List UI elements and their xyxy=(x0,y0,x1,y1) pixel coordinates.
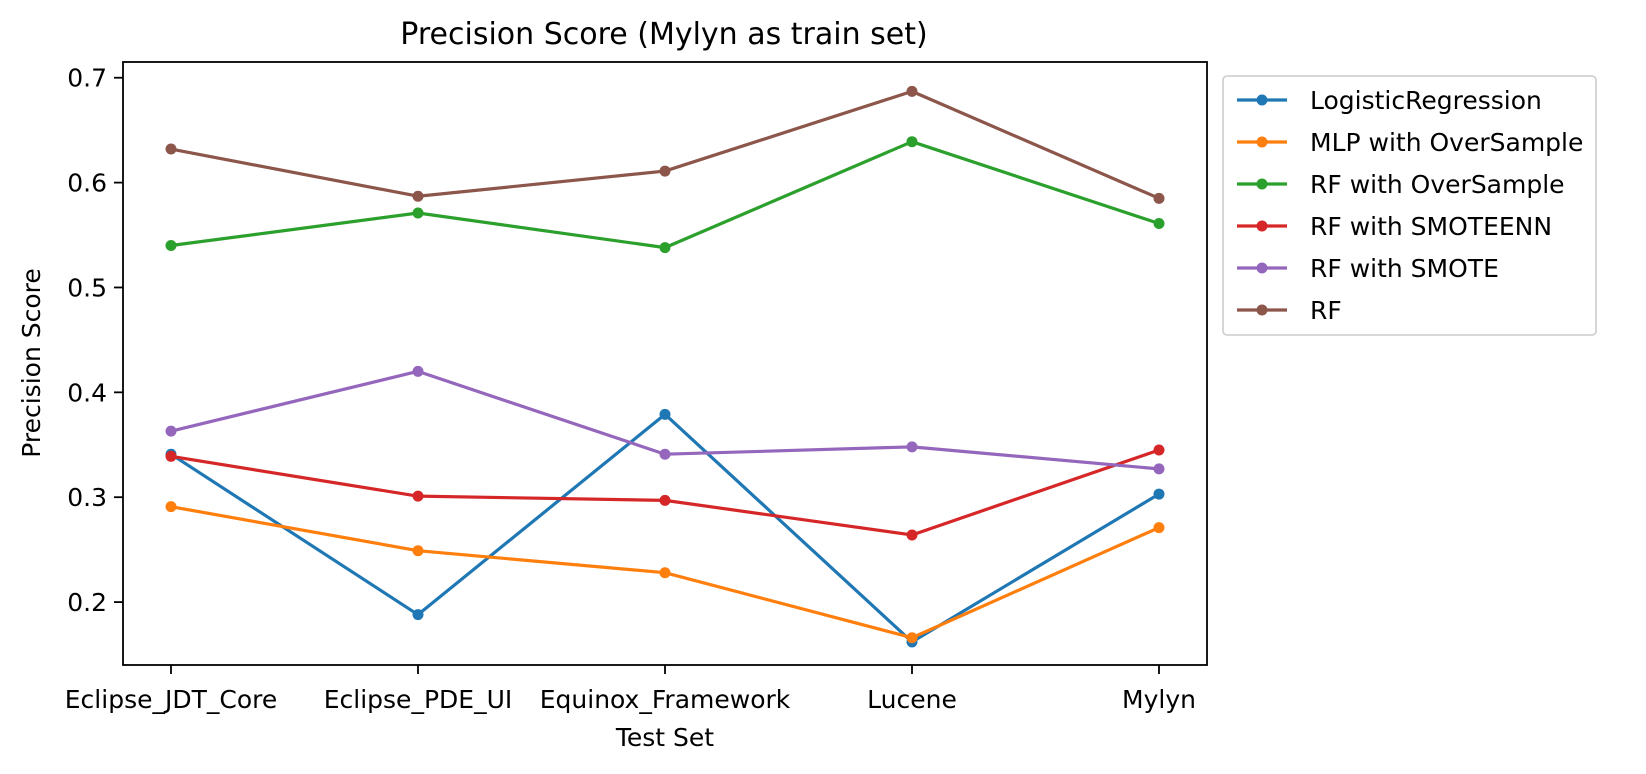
data-point xyxy=(906,85,918,97)
legend-marker xyxy=(1256,94,1268,106)
legend-frame xyxy=(1222,75,1597,336)
data-point xyxy=(1153,463,1165,475)
y-tick-label: 0.4 xyxy=(67,378,107,407)
data-point xyxy=(659,408,671,420)
data-point xyxy=(906,529,918,541)
x-tick-label: Eclipse_JDT_Core xyxy=(65,685,277,714)
chart-title: Precision Score (Mylyn as train set) xyxy=(400,17,927,52)
data-point xyxy=(1153,192,1165,204)
legend-label: RF xyxy=(1310,296,1342,325)
y-axis: 0.2 0.3 0.4 0.5 0.6 0.7 xyxy=(67,64,123,617)
legend-marker xyxy=(1256,220,1268,232)
data-point xyxy=(906,136,918,148)
y-tick-label: 0.2 xyxy=(67,588,107,617)
series-2 xyxy=(165,136,1165,254)
data-point xyxy=(659,448,671,460)
legend-marker xyxy=(1256,178,1268,190)
data-point xyxy=(412,490,424,502)
data-point xyxy=(165,143,177,155)
data-point xyxy=(412,545,424,557)
x-axis-label: Test Set xyxy=(615,723,714,752)
legend-marker xyxy=(1256,304,1268,316)
data-point xyxy=(412,365,424,377)
data-point xyxy=(412,190,424,202)
legend-label: RF with SMOTEENN xyxy=(1310,212,1552,241)
x-tick-label: Equinox_Framework xyxy=(540,685,791,714)
data-point xyxy=(165,240,177,252)
data-point xyxy=(165,450,177,462)
legend-label: MLP with OverSample xyxy=(1310,128,1583,157)
series-4 xyxy=(165,365,1165,475)
y-tick-label: 0.5 xyxy=(67,273,107,302)
y-tick-label: 0.7 xyxy=(67,64,107,93)
data-point xyxy=(165,501,177,513)
y-tick-label: 0.6 xyxy=(67,169,107,198)
data-point xyxy=(412,207,424,219)
data-point xyxy=(1153,444,1165,456)
legend-label: RF with SMOTE xyxy=(1310,254,1499,283)
data-point xyxy=(165,425,177,437)
x-tick-label: Mylyn xyxy=(1122,685,1196,714)
data-point xyxy=(906,441,918,453)
data-point xyxy=(659,165,671,177)
x-axis: Eclipse_JDT_Core Eclipse_PDE_UI Equinox_Fr… xyxy=(65,665,1196,714)
data-point xyxy=(659,494,671,506)
data-point xyxy=(412,609,424,621)
series-5 xyxy=(165,85,1165,204)
data-point xyxy=(1153,488,1165,500)
legend-label: LogisticRegression xyxy=(1310,86,1542,115)
series-layer xyxy=(165,85,1165,648)
data-point xyxy=(659,567,671,579)
legend-marker xyxy=(1256,262,1268,274)
x-tick-label: Lucene xyxy=(867,685,957,714)
legend-marker xyxy=(1256,136,1268,148)
data-point xyxy=(906,632,918,644)
data-point xyxy=(1153,522,1165,534)
legend-label: RF with OverSample xyxy=(1310,170,1565,199)
x-tick-label: Eclipse_PDE_UI xyxy=(324,685,513,714)
series-1 xyxy=(165,501,1165,644)
series-3 xyxy=(165,444,1165,541)
y-axis-label: Precision Score xyxy=(17,268,46,458)
legend: LogisticRegression MLP with OverSample RF … xyxy=(1222,75,1597,336)
data-point xyxy=(1153,217,1165,229)
data-point xyxy=(659,242,671,254)
y-tick-label: 0.3 xyxy=(67,483,107,512)
